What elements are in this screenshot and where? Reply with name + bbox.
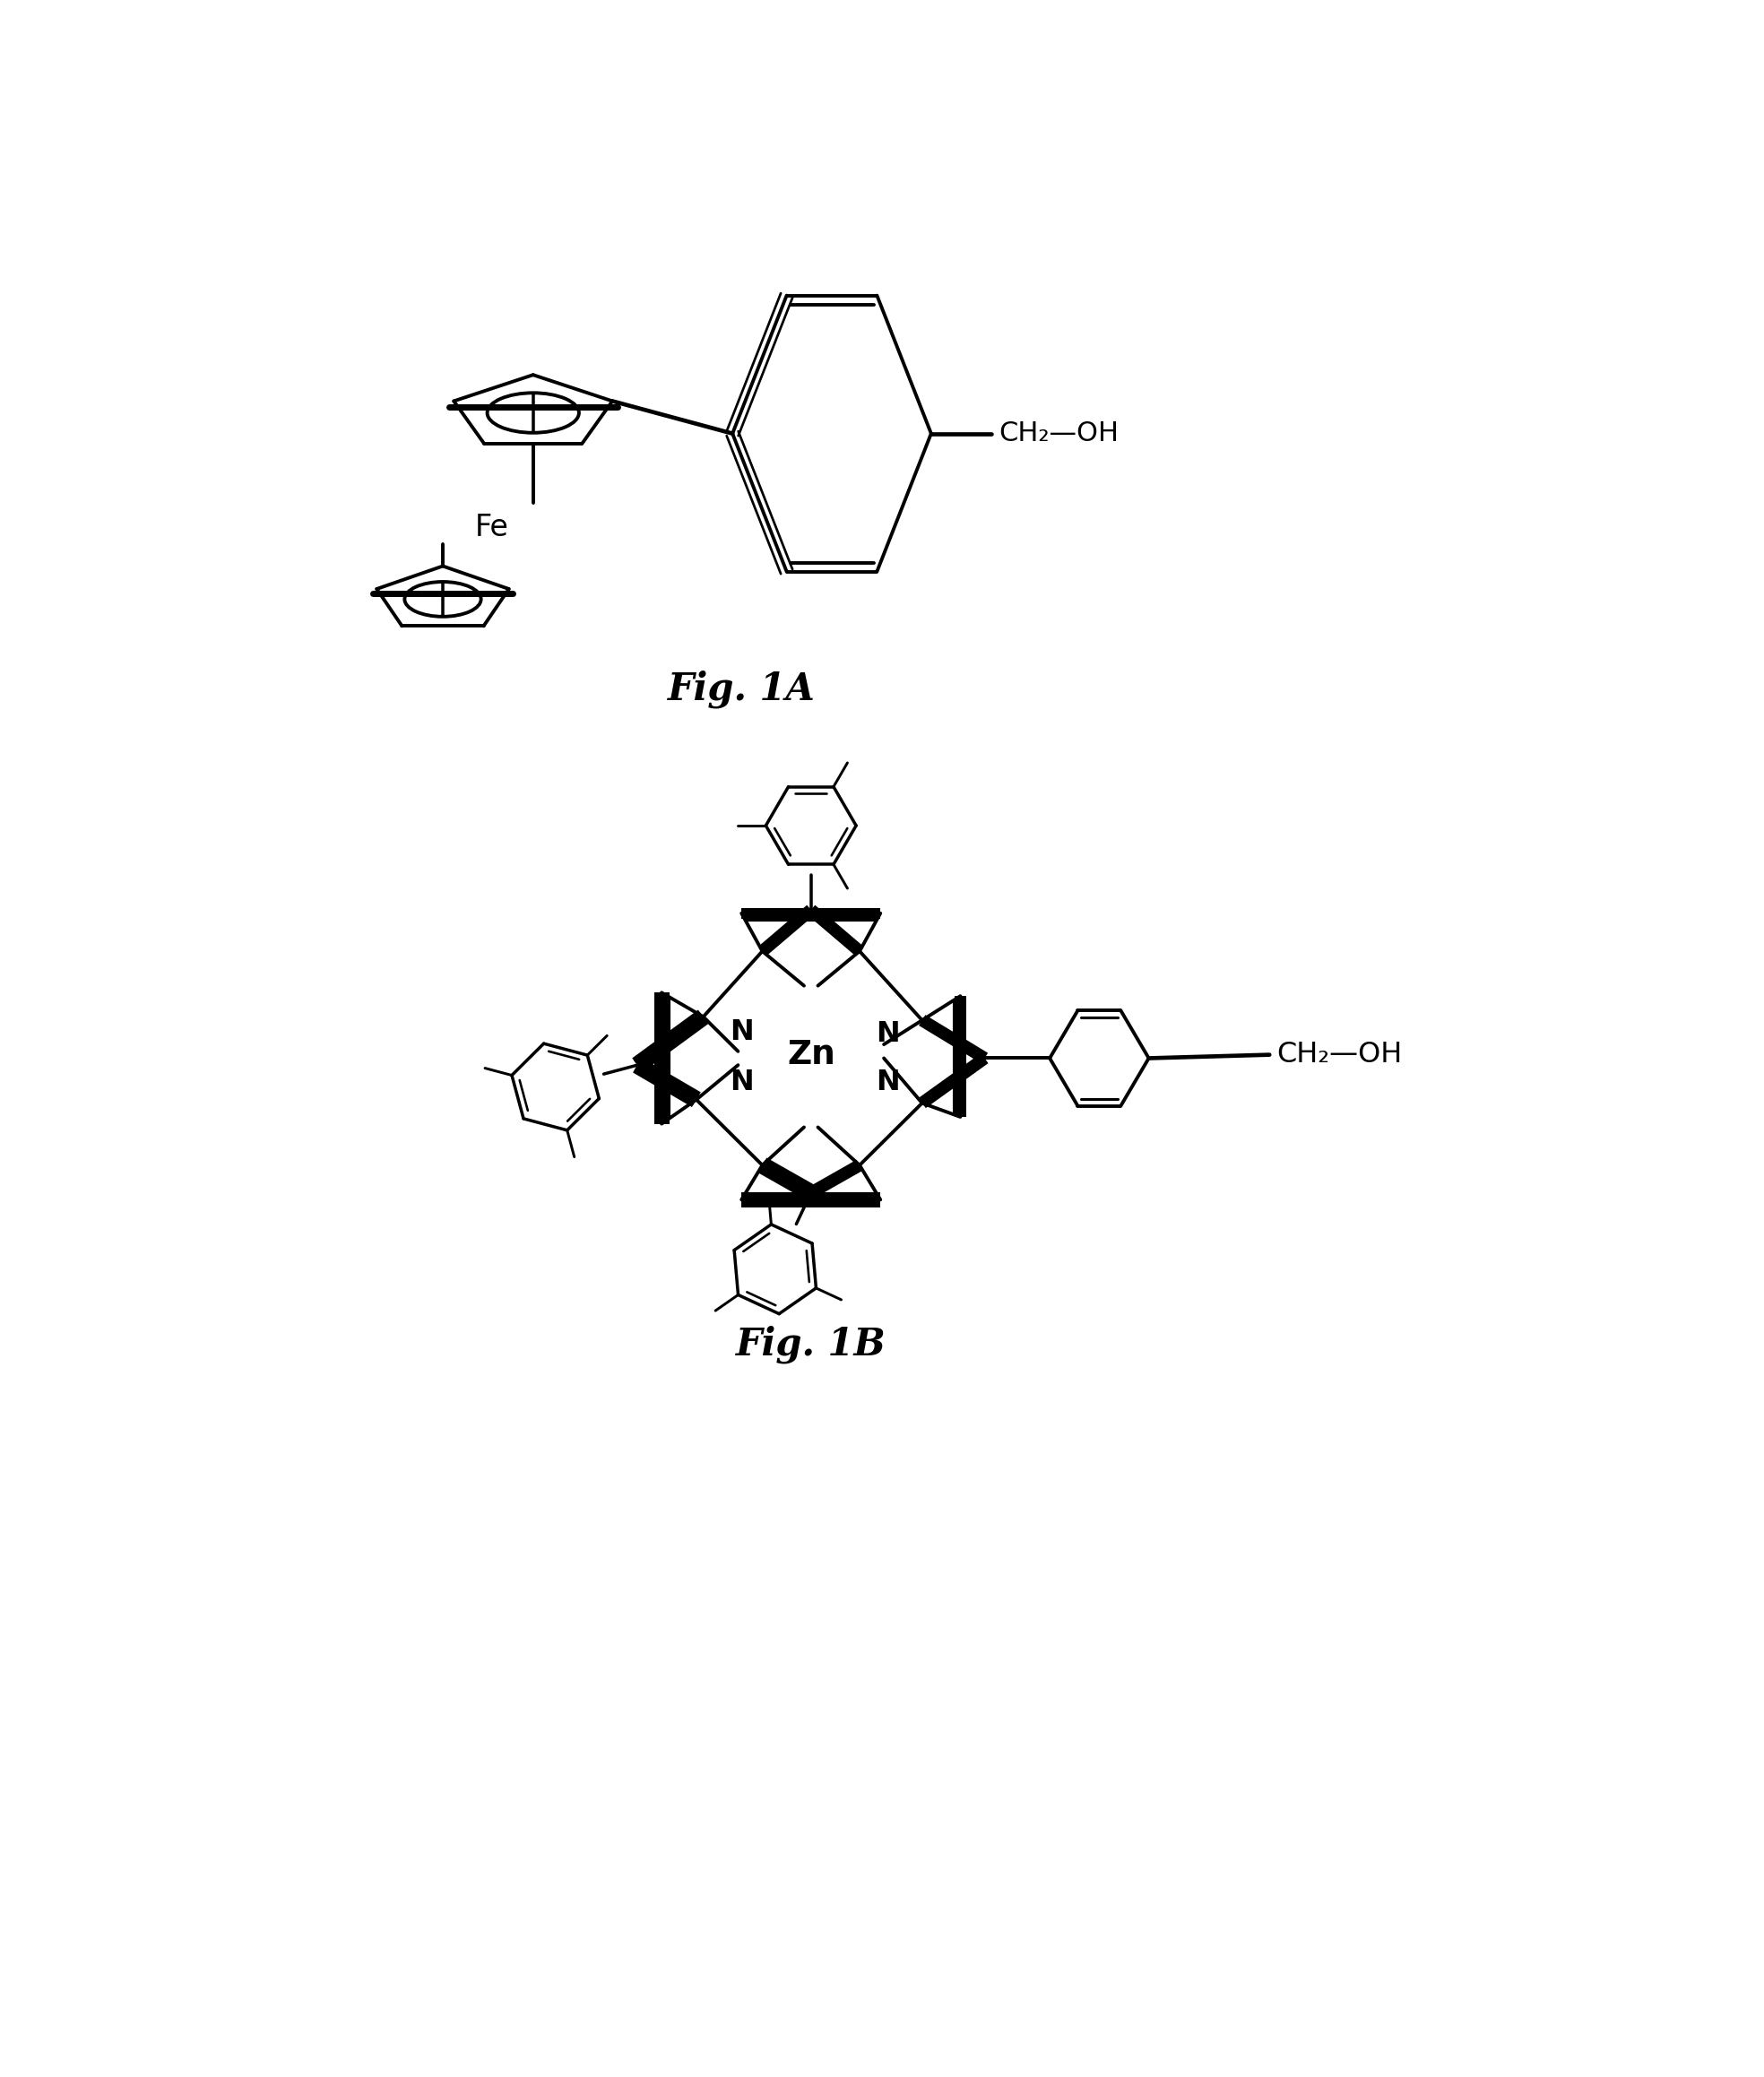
Polygon shape bbox=[806, 906, 864, 955]
Text: Fig. 1B: Fig. 1B bbox=[736, 1325, 886, 1365]
Polygon shape bbox=[954, 997, 967, 1117]
Polygon shape bbox=[654, 993, 669, 1124]
Text: N: N bbox=[875, 1068, 900, 1097]
Text: Fe: Fe bbox=[475, 513, 508, 542]
Text: N: N bbox=[875, 1020, 900, 1049]
Text: CH₂—OH: CH₂—OH bbox=[1277, 1041, 1402, 1070]
Polygon shape bbox=[808, 1159, 863, 1198]
Polygon shape bbox=[656, 993, 667, 1124]
Polygon shape bbox=[919, 1016, 988, 1063]
Polygon shape bbox=[741, 1194, 880, 1205]
Polygon shape bbox=[741, 1192, 880, 1207]
Polygon shape bbox=[759, 1159, 813, 1198]
Polygon shape bbox=[632, 1009, 709, 1072]
Polygon shape bbox=[919, 1053, 988, 1109]
Text: Zn: Zn bbox=[787, 1038, 834, 1072]
Text: N: N bbox=[730, 1018, 753, 1047]
Polygon shape bbox=[633, 1011, 707, 1070]
Polygon shape bbox=[741, 908, 880, 918]
Polygon shape bbox=[759, 1157, 815, 1201]
Polygon shape bbox=[759, 906, 815, 955]
Polygon shape bbox=[633, 1057, 700, 1107]
Text: N: N bbox=[730, 1068, 753, 1097]
Polygon shape bbox=[633, 1059, 700, 1105]
Text: CH₂—OH: CH₂—OH bbox=[998, 420, 1118, 447]
Text: Fig. 1A: Fig. 1A bbox=[667, 671, 815, 708]
